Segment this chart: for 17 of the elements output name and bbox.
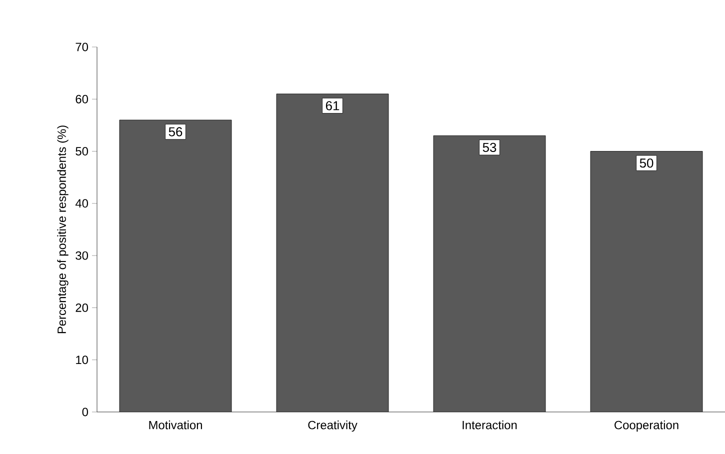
y-tick-label: 20	[76, 303, 88, 312]
y-tick-label: 70	[76, 42, 88, 52]
y-tick-label: 40	[75, 199, 88, 208]
data-label: 56	[168, 127, 182, 136]
y-tick-label: 60	[76, 94, 88, 104]
x-tick-label: Interaction	[462, 420, 517, 430]
y-tick-label: 0	[82, 408, 88, 416]
data-label: 53	[482, 142, 496, 152]
x-tick-label: Cooperation	[614, 420, 678, 432]
y-tick-label: 10	[76, 356, 88, 364]
x-tick-label: Motivation	[149, 420, 202, 430]
y-axis-title: Percentage of positive respondents (%)	[57, 126, 68, 334]
data-label: 50	[640, 158, 654, 168]
data-label: 61	[326, 101, 340, 110]
y-tick-label: 30	[76, 251, 88, 260]
x-tick-label: Creativity	[308, 420, 358, 432]
y-tick-label: 50	[76, 147, 88, 156]
